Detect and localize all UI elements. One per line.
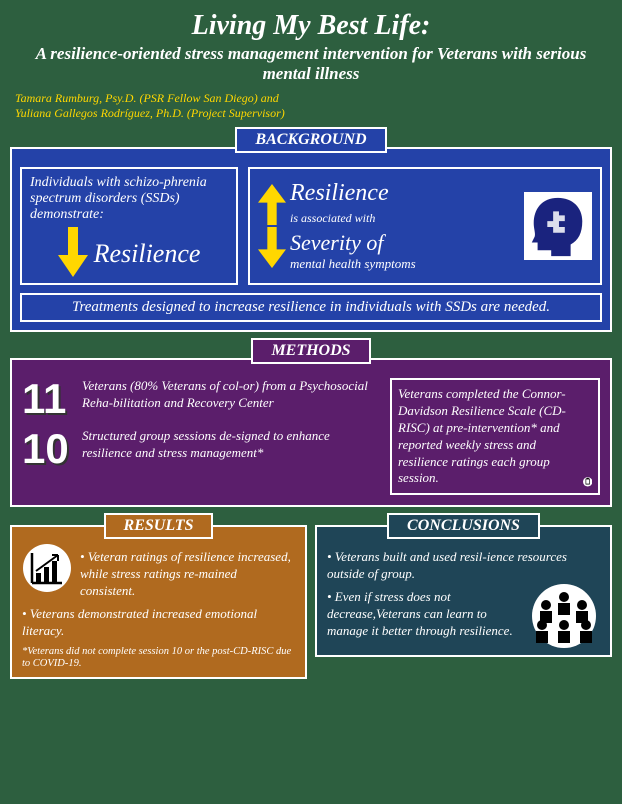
- methods-text-2: Structured group sessions de-signed to e…: [82, 428, 378, 470]
- author-line-2: Yuliana Gallegos Rodríguez, Ph.D. (Proje…: [15, 106, 607, 122]
- background-right-box: Resilience is associated with Severity o…: [248, 167, 602, 285]
- brain-head-icon: [524, 192, 592, 260]
- bg-left-resilience: Resilience: [94, 239, 201, 269]
- results-label-wrap: RESULTS: [10, 513, 307, 539]
- methods-section: 11 Veterans (80% Veterans of col-or) fro…: [10, 358, 612, 507]
- conclusions-label-wrap: CONCLUSIONS: [315, 513, 612, 539]
- bg-right-severity: Severity of: [290, 230, 524, 256]
- bg-right-assoc: is associated with: [290, 211, 524, 226]
- background-label-wrap: BACKGROUND: [0, 127, 622, 153]
- bg-left-text: Individuals with schizo-phrenia spectrum…: [30, 175, 228, 223]
- authors: Tamara Rumburg, Psy.D. (PSR Fellow San D…: [15, 91, 607, 122]
- page-title: Living My Best Life:: [15, 10, 607, 42]
- results-bullet-2: • Veterans demonstrated increased emotio…: [22, 606, 295, 640]
- bg-right-text: Resilience is associated with Severity o…: [290, 180, 524, 272]
- clipboard-icon: [583, 476, 592, 488]
- author-line-1: Tamara Rumburg, Psy.D. (PSR Fellow San D…: [15, 91, 607, 107]
- results-label: RESULTS: [104, 513, 214, 539]
- background-left-box: Individuals with schizo-phrenia spectrum…: [20, 167, 238, 285]
- results-section: • Veteran ratings of resilience increase…: [10, 525, 307, 679]
- page-subtitle: A resilience-oriented stress management …: [15, 44, 607, 85]
- bottom-row: RESULTS • Veteran ratings of resilience …: [10, 513, 612, 679]
- arrow-up-icon: [258, 184, 286, 225]
- conclusions-section: • Veterans built and used resil-ience re…: [315, 525, 612, 657]
- methods-left: 11 Veterans (80% Veterans of col-or) fro…: [22, 378, 378, 495]
- header: Living My Best Life: A resilience-orient…: [0, 0, 622, 127]
- methods-label-wrap: METHODS: [0, 338, 622, 364]
- conclusions-bullet-1: • Veterans built and used resil-ience re…: [327, 549, 600, 583]
- background-label: BACKGROUND: [235, 127, 386, 153]
- methods-item-1: 11 Veterans (80% Veterans of col-or) fro…: [22, 378, 378, 420]
- chart-up-icon: [22, 543, 72, 593]
- arrow-down-icon: [258, 227, 286, 268]
- arrow-down-icon: [58, 227, 88, 277]
- results-bullet-1: • Veteran ratings of resilience increase…: [80, 549, 295, 600]
- methods-text-1: Veterans (80% Veterans of col-or) from a…: [82, 378, 378, 420]
- bg-right-symptoms: mental health symptoms: [290, 256, 524, 272]
- methods-label: METHODS: [251, 338, 370, 364]
- conclusions-label: CONCLUSIONS: [387, 513, 540, 539]
- methods-right: Veterans completed the Connor-Davidson R…: [390, 378, 600, 495]
- bg-right-resilience: Resilience: [290, 180, 524, 207]
- arrow-pair: [258, 184, 286, 268]
- background-section: Individuals with schizo-phrenia spectrum…: [10, 147, 612, 332]
- methods-num-2: 10: [22, 428, 72, 470]
- results-footnote: *Veterans did not complete session 10 or…: [22, 646, 295, 671]
- methods-right-text: Veterans completed the Connor-Davidson R…: [398, 386, 577, 487]
- methods-num-1: 11: [22, 378, 72, 420]
- people-group-icon: [528, 583, 600, 649]
- methods-item-2: 10 Structured group sessions de-signed t…: [22, 428, 378, 470]
- background-bottom: Treatments designed to increase resilien…: [20, 293, 602, 322]
- conclusions-bullet-2: • Even if stress does not decrease,Veter…: [327, 589, 522, 649]
